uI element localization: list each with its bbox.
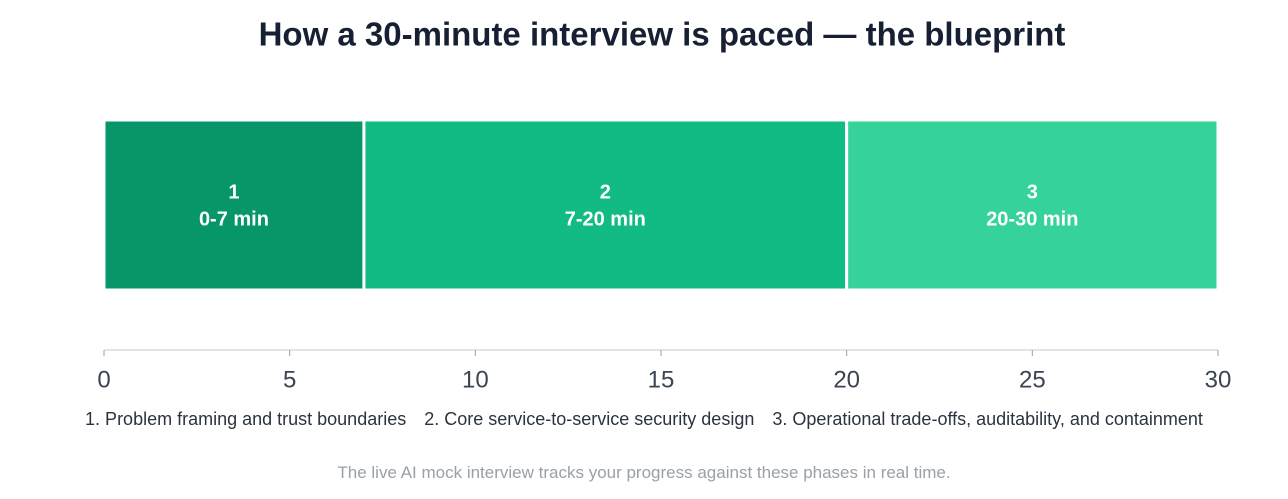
segment — [102, 118, 366, 292]
x-tick-label: 15 — [648, 366, 675, 393]
x-tick-label: 0 — [97, 366, 110, 393]
segment-label: 20-30 min — [986, 208, 1078, 230]
segment — [362, 118, 849, 292]
footnote: The live AI mock interview tracks your p… — [337, 463, 951, 482]
legend-item: 1. Problem framing and trust boundaries — [85, 409, 407, 429]
segment-name: 3 — [1027, 181, 1038, 203]
segment-name: 1 — [228, 181, 239, 203]
segment-label: 7-20 min — [565, 208, 646, 230]
segment-name: 2 — [600, 181, 611, 203]
legend-item: 3. Operational trade-offs, auditability,… — [772, 409, 1203, 429]
legend-item: 2. Core service-to-service security desi… — [424, 409, 755, 429]
segment — [845, 118, 1220, 292]
chart-title: How a 30-minute interview is paced — the… — [259, 16, 1066, 53]
segment-label: 0-7 min — [199, 208, 269, 230]
x-tick-label: 10 — [462, 366, 489, 393]
legend: 1. Problem framing and trust boundaries 2… — [0, 409, 1288, 430]
x-tick-label: 20 — [833, 366, 860, 393]
x-tick-label: 5 — [283, 366, 296, 393]
x-tick-label: 30 — [1205, 366, 1232, 393]
x-tick-label: 25 — [1019, 366, 1046, 393]
